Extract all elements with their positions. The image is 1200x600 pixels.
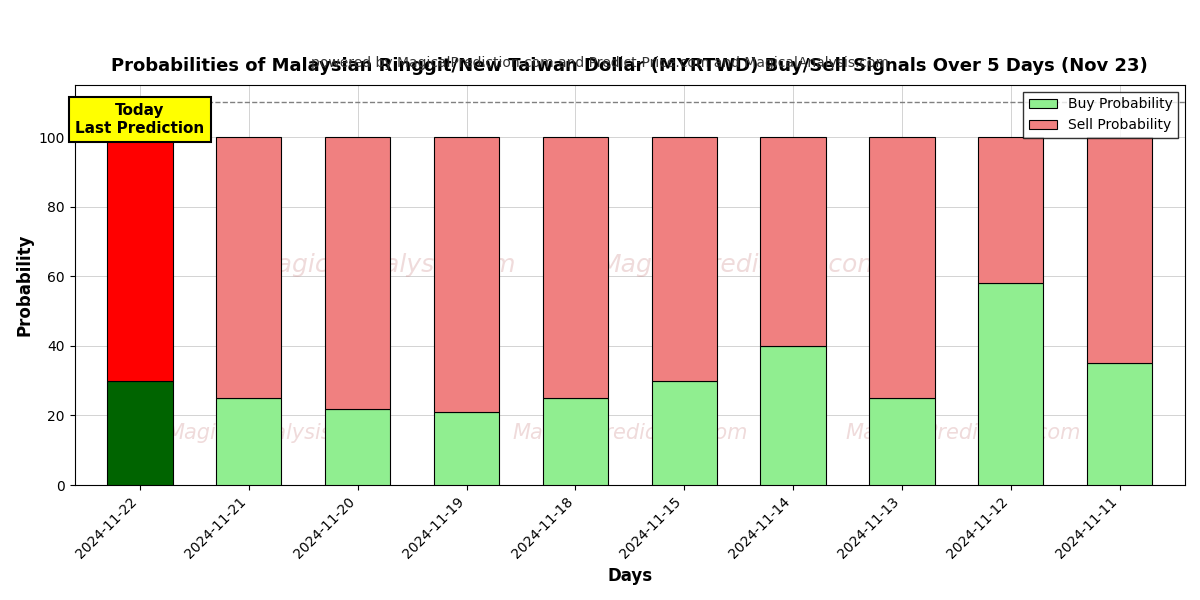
Bar <box>325 137 390 409</box>
Bar <box>542 398 608 485</box>
Bar <box>869 398 935 485</box>
Bar <box>978 137 1044 283</box>
Bar <box>434 412 499 485</box>
Bar <box>761 346 826 485</box>
Y-axis label: Probability: Probability <box>16 234 34 336</box>
Bar <box>1087 363 1152 485</box>
Bar <box>978 283 1044 485</box>
Bar <box>216 398 282 485</box>
Text: MagicalAnalysis.com: MagicalAnalysis.com <box>256 253 516 277</box>
Bar <box>869 137 935 398</box>
X-axis label: Days: Days <box>607 567 653 585</box>
Bar <box>325 409 390 485</box>
Bar <box>542 137 608 398</box>
Text: MagicalAnalysis.com: MagicalAnalysis.com <box>166 423 383 443</box>
Text: MagicalPrediction.com: MagicalPrediction.com <box>512 423 748 443</box>
Bar <box>216 137 282 398</box>
Bar <box>761 137 826 346</box>
Text: MagicalPrediction.com: MagicalPrediction.com <box>845 423 1081 443</box>
Bar <box>1087 137 1152 363</box>
Bar <box>107 380 173 485</box>
Text: MagicalPrediction.com: MagicalPrediction.com <box>600 253 882 277</box>
Bar <box>652 380 716 485</box>
Text: powered by MagicalPrediction.com and Predict-Price.com and MagicalAnalysis.com: powered by MagicalPrediction.com and Pre… <box>311 56 889 70</box>
Bar <box>107 137 173 380</box>
Title: Probabilities of Malaysian Ringgit/New Taiwan Dollar (MYRTWD) Buy/Sell Signals O: Probabilities of Malaysian Ringgit/New T… <box>112 57 1148 75</box>
Text: Today
Last Prediction: Today Last Prediction <box>76 103 204 136</box>
Bar <box>652 137 716 380</box>
Legend: Buy Probability, Sell Probability: Buy Probability, Sell Probability <box>1024 92 1178 138</box>
Bar <box>434 137 499 412</box>
